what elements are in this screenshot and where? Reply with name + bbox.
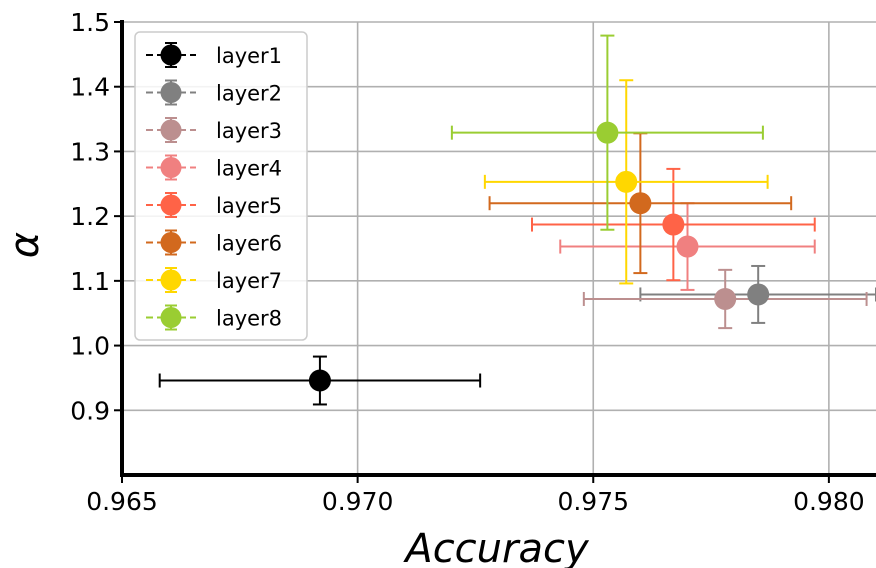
- y-tick-label: 1.3: [70, 137, 110, 166]
- legend-box: [134, 31, 308, 341]
- legend-marker: [160, 194, 182, 216]
- legend-entry-layer6: layer6: [146, 229, 282, 256]
- legend-label: layer6: [216, 232, 282, 256]
- legend-label: layer2: [216, 82, 282, 106]
- legend-label: layer5: [216, 194, 282, 218]
- legend-label: layer3: [216, 119, 282, 143]
- point-layer2: [747, 283, 770, 306]
- y-tick-label: 1.1: [70, 267, 110, 296]
- y-tick-label: 0.9: [70, 396, 110, 425]
- y-tick-label: 1.2: [70, 202, 110, 231]
- y-tick-label: 1.4: [70, 73, 110, 102]
- axes: 0.965 0.970 0.975 0.980 0.9 1.0 1.1 1.2 1.3 1.4 1.…: [70, 8, 876, 516]
- point-layer4: [676, 235, 699, 258]
- y-axis-label: α: [2, 232, 48, 258]
- legend-marker: [160, 269, 182, 291]
- legend-entry-layer3: layer3: [146, 117, 282, 143]
- point-layer6: [629, 192, 652, 215]
- legend-entry-layer8: layer8: [146, 304, 282, 331]
- data-points: [308, 121, 770, 392]
- point-layer5: [662, 213, 685, 236]
- legend-marker: [160, 232, 182, 253]
- legend-label: layer7: [216, 269, 282, 293]
- x-tick-label: 0.970: [322, 487, 394, 516]
- y-tick-label: 1.5: [70, 8, 110, 37]
- legend-entry-layer5: layer5: [146, 192, 282, 218]
- point-layer8: [596, 121, 619, 144]
- legend-entry-layer1: layer1: [146, 42, 282, 68]
- legend-entry-layer7: layer7: [146, 267, 282, 293]
- x-tick-label: 0.975: [557, 487, 629, 516]
- legend-label: layer1: [216, 44, 282, 68]
- legend: layer1 layer2 layer3 layer4 layer5 layer6 laye…: [134, 31, 308, 341]
- point-layer1: [308, 369, 331, 392]
- y-tick-label: 1.0: [70, 332, 110, 361]
- legend-marker: [160, 82, 182, 103]
- legend-label: layer4: [216, 157, 282, 181]
- x-tick-label: 0.980: [793, 487, 865, 516]
- legend-label: layer8: [216, 307, 282, 331]
- legend-marker: [160, 157, 182, 178]
- legend-marker: [160, 119, 182, 141]
- legend-marker: [160, 44, 182, 66]
- point-layer3: [714, 287, 737, 310]
- legend-entry-layer4: layer4: [146, 154, 282, 181]
- legend-marker: [160, 307, 182, 328]
- x-tick-label: 0.965: [86, 487, 158, 516]
- point-layer7: [615, 170, 638, 193]
- legend-entry-layer2: layer2: [146, 79, 282, 106]
- x-axis-label: Accuracy: [402, 526, 590, 568]
